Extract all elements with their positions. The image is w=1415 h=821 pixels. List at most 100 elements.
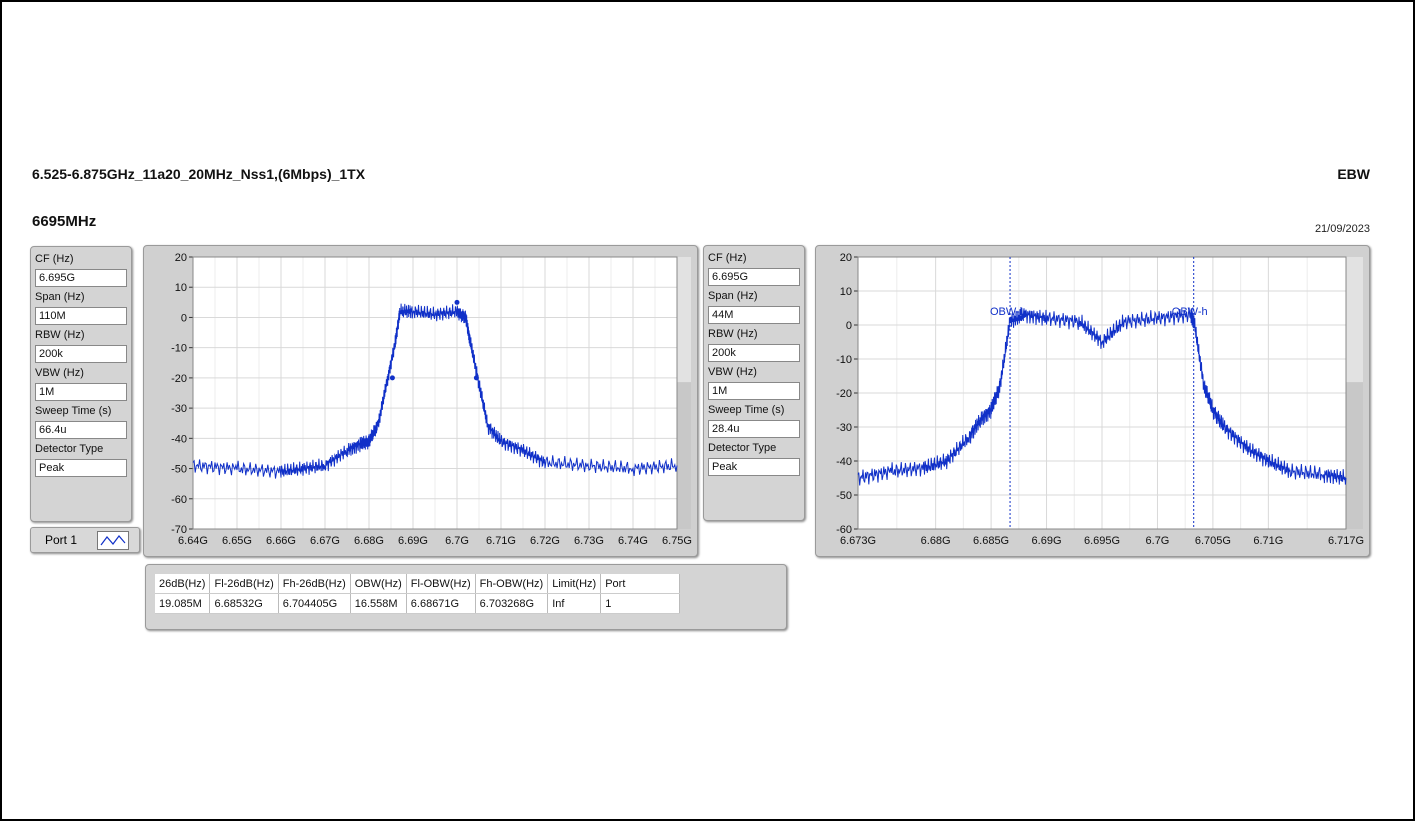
x-tick-label: 6.695G [1084, 535, 1120, 547]
marker-point [454, 299, 460, 305]
x-tick-label: 6.7G [445, 535, 469, 547]
spectrum-chart-left: 6.64G 6.65G 6.66G 6.67G 6.68G 6.69G 6.7G 6.71G 6… [143, 245, 698, 557]
span-field[interactable]: 44M [708, 306, 800, 324]
x-tick-label: 6.68G [354, 535, 384, 547]
cf-field[interactable]: 6.695G [708, 268, 800, 286]
x-tick-label: 6.66G [266, 535, 296, 547]
y-tick-label: -40 [836, 456, 852, 468]
cell-fh-26db: 6.704405G [278, 593, 351, 614]
span-label: Span (Hz) [35, 291, 85, 303]
spectrum-plot-right[interactable]: 6.673G 6.68G 6.685G 6.69G 6.695G 6.7G 6.705G 6.… [816, 246, 1369, 556]
scroll-thumb [677, 382, 691, 529]
obw-label: OBW-l [990, 306, 1022, 318]
cf-label: CF (Hz) [35, 253, 74, 265]
col-fh-26db: Fh-26dB(Hz) [278, 574, 351, 594]
detector-type-label: Detector Type [708, 442, 777, 454]
y-tick-label: -10 [171, 343, 187, 355]
spectrum-trace [192, 303, 678, 479]
results-table-panel: 26dB(Hz) Fl-26dB(Hz) Fh-26dB(Hz) OBW(Hz)… [145, 564, 787, 630]
x-tick-label: 6.74G [618, 535, 648, 547]
table-row[interactable]: 19.085M 6.68532G 6.704405G 16.558M 6.686… [155, 593, 681, 614]
y-tick-label: -60 [171, 494, 187, 506]
spectrum-trace [857, 307, 1347, 486]
cell-fh-obw: 6.703268G [475, 593, 549, 614]
sweep-time-field[interactable]: 28.4u [708, 420, 800, 438]
marker-point [389, 375, 395, 381]
rbw-field[interactable]: 200k [708, 344, 800, 362]
cell-limit: Inf [547, 593, 602, 614]
y-tick-label: 20 [175, 252, 187, 264]
span-label: Span (Hz) [708, 290, 758, 302]
x-tick-label: 6.75G [662, 535, 692, 547]
y-tick-label: -40 [171, 433, 187, 445]
x-tick-label: 6.71G [486, 535, 516, 547]
x-tick-label: 6.673G [840, 535, 876, 547]
cell-port: 1 [600, 593, 681, 614]
settings-panel-left: CF (Hz) 6.695G Span (Hz) 110M RBW (Hz) 2… [30, 246, 132, 522]
obw-label: OBW-h [1172, 306, 1208, 318]
x-tick-label: 6.69G [1032, 535, 1062, 547]
x-tick-label: 6.705G [1195, 535, 1231, 547]
rbw-label: RBW (Hz) [708, 328, 758, 340]
y-tick-label: -10 [836, 354, 852, 366]
detector-type-field[interactable]: Peak [35, 459, 127, 477]
x-tick-label: 6.73G [574, 535, 604, 547]
sweep-time-label: Sweep Time (s) [708, 404, 785, 416]
cf-field[interactable]: 6.695G [35, 269, 127, 287]
y-tick-label: 10 [840, 286, 852, 298]
y-tick-label: -30 [836, 422, 852, 434]
y-tick-label: -20 [171, 373, 187, 385]
y-tick-label: -20 [836, 388, 852, 400]
vbw-field[interactable]: 1M [708, 382, 800, 400]
cf-label: CF (Hz) [708, 252, 747, 264]
plot-border [192, 256, 678, 530]
vbw-label: VBW (Hz) [35, 367, 84, 379]
x-tick-label: 6.69G [398, 535, 428, 547]
vbw-label: VBW (Hz) [708, 366, 757, 378]
mode-label: EBW [1337, 166, 1370, 182]
spectrum-plot-left[interactable]: 6.64G 6.65G 6.66G 6.67G 6.68G 6.69G 6.7G 6.71G 6… [144, 246, 697, 556]
y-tick-label: -60 [836, 524, 852, 536]
col-fl-26db: Fl-26dB(Hz) [209, 574, 279, 594]
y-tick-label: -30 [171, 403, 187, 415]
col-fh-obw: Fh-OBW(Hz) [475, 574, 549, 594]
x-tick-label: 6.7G [1146, 535, 1170, 547]
vbw-field[interactable]: 1M [35, 383, 127, 401]
detector-type-label: Detector Type [35, 443, 104, 455]
page-title: 6.525-6.875GHz_11a20_20MHz_Nss1,(6Mbps)_… [32, 166, 366, 182]
marker-point [473, 375, 479, 381]
plot-border [857, 256, 1347, 530]
frequency-label: 6695MHz [32, 213, 97, 230]
span-field[interactable]: 110M [35, 307, 127, 325]
x-tick-label: 6.67G [310, 535, 340, 547]
col-obw: OBW(Hz) [350, 574, 407, 594]
x-tick-label: 6.72G [530, 535, 560, 547]
port-selector[interactable]: Port 1 [30, 527, 140, 553]
y-tick-label: 20 [840, 252, 852, 264]
rbw-field[interactable]: 200k [35, 345, 127, 363]
y-tick-label: -50 [836, 490, 852, 502]
trace-style-icon[interactable] [97, 531, 129, 550]
rbw-label: RBW (Hz) [35, 329, 85, 341]
date-label: 21/09/2023 [1314, 223, 1370, 235]
x-tick-label: 6.685G [973, 535, 1009, 547]
scroll-thumb [1346, 382, 1363, 529]
x-tick-label: 6.68G [921, 535, 951, 547]
col-limit: Limit(Hz) [547, 574, 602, 594]
y-tick-label: -70 [171, 524, 187, 536]
x-tick-label: 6.65G [222, 535, 252, 547]
x-tick-label: 6.64G [178, 535, 208, 547]
cell-fl-obw: 6.68671G [406, 593, 476, 614]
col-port: Port [600, 574, 681, 594]
y-tick-label: 10 [175, 282, 187, 294]
cell-26db: 19.085M [155, 593, 211, 614]
settings-panel-right: CF (Hz) 6.695G Span (Hz) 44M RBW (Hz) 20… [703, 245, 805, 521]
cell-fl-26db: 6.68532G [209, 593, 279, 614]
sweep-time-field[interactable]: 66.4u [35, 421, 127, 439]
cell-obw: 16.558M [350, 593, 407, 614]
spectrum-chart-right: 6.673G 6.68G 6.685G 6.69G 6.695G 6.7G 6.705G 6.… [815, 245, 1370, 557]
detector-type-field[interactable]: Peak [708, 458, 800, 476]
y-tick-label: 0 [181, 312, 187, 324]
col-26db: 26dB(Hz) [155, 574, 211, 594]
